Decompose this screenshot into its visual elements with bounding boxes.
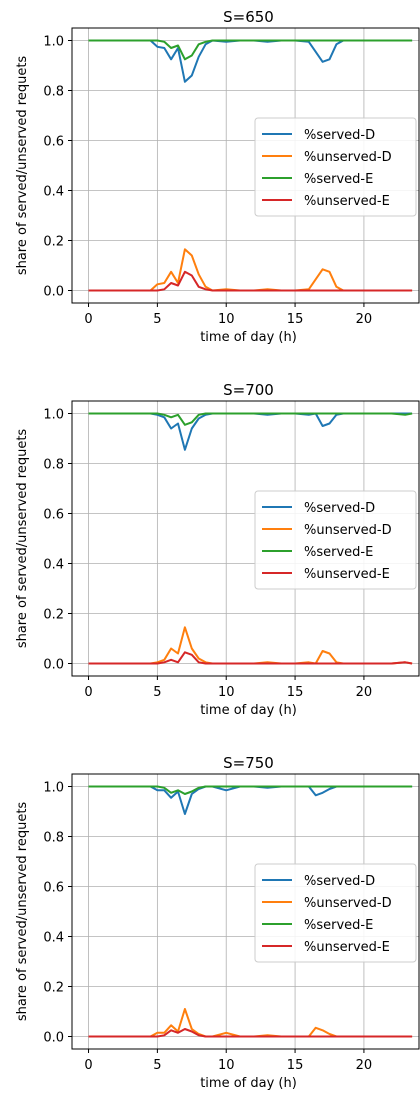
y-tick-label: 0.8 [43, 458, 64, 473]
y-tick-label: 0.2 [43, 608, 64, 623]
chart-title: S=700 [223, 381, 274, 399]
legend-label: %served-D [304, 874, 375, 889]
series-line-4 [88, 270, 413, 292]
y-tick-label: 0.0 [43, 1031, 64, 1046]
x-tick-label: 10 [218, 1058, 235, 1073]
y-tick-label: 0.8 [43, 85, 64, 100]
legend: %served-D %unserved-D %served-E %unserved-E [254, 863, 417, 963]
x-tick-label: 15 [287, 312, 304, 327]
chart-title: S=750 [223, 754, 274, 772]
x-tick-label: 5 [153, 312, 161, 327]
chart-title: S=650 [223, 8, 274, 26]
legend-label: %unserved-E [304, 567, 390, 582]
x-tick-label: 0 [84, 312, 92, 327]
series-line-3 [88, 412, 413, 426]
chart-panel-1: 0 5 10 15 20 0.0 0.2 0.4 0.6 0.8 1.0 S=650 time of d… [15, 8, 420, 345]
legend-box [254, 117, 417, 217]
legend-label: %served-E [304, 172, 373, 187]
plot-frame [71, 400, 420, 677]
x-tick-label: 10 [218, 685, 235, 700]
y-tick-label: 1.0 [43, 408, 64, 423]
x-tick-label: 20 [356, 685, 373, 700]
x-tick-label: 5 [153, 685, 161, 700]
legend-box [254, 863, 417, 963]
legend-label: %unserved-E [304, 194, 390, 209]
y-tick-label: 0.6 [43, 881, 64, 896]
legend-label: %unserved-D [304, 896, 392, 911]
x-tick-label: 15 [287, 1058, 304, 1073]
legend-label: %unserved-E [304, 940, 390, 955]
y-tick-label: 0.8 [43, 831, 64, 846]
legend-box [254, 490, 417, 590]
y-tick-label: 0.4 [43, 558, 64, 573]
legend-label: %served-E [304, 545, 373, 560]
x-tick-label: 20 [356, 1058, 373, 1073]
x-axis-label: time of day (h) [200, 330, 297, 345]
series-line-3 [88, 785, 413, 795]
x-tick-label: 0 [84, 685, 92, 700]
y-tick-label: 1.0 [43, 781, 64, 796]
x-axis-label: time of day (h) [200, 1076, 297, 1091]
legend-label: %unserved-D [304, 523, 392, 538]
series-line-3 [88, 39, 413, 61]
plot-frame [71, 27, 420, 304]
series-line-4 [88, 1028, 413, 1038]
legend-label: %served-D [304, 128, 375, 143]
y-tick-label: 0.2 [43, 981, 64, 996]
chart-panel-2: 0 5 10 15 20 0.0 0.2 0.4 0.6 0.8 1.0 S=700 time of d… [15, 381, 420, 718]
x-axis-label: time of day (h) [200, 703, 297, 718]
x-tick-label: 5 [153, 1058, 161, 1073]
y-tick-label: 0.0 [43, 658, 64, 673]
y-axis-label: share of served/unserved requets [15, 56, 30, 276]
series-line-4 [88, 651, 413, 665]
y-axis-label: share of served/unserved requets [15, 429, 30, 649]
legend-label: %served-D [304, 501, 375, 516]
y-tick-label: 0.4 [43, 185, 64, 200]
legend: %served-D %unserved-D %served-E %unserved-E [254, 490, 417, 590]
chart-panel-3: 0 5 10 15 20 0.0 0.2 0.4 0.6 0.8 1.0 S=750 time of d… [15, 754, 420, 1091]
y-axis-label: share of served/unserved requets [15, 802, 30, 1022]
y-tick-label: 0.2 [43, 235, 64, 250]
y-tick-label: 0.0 [43, 285, 64, 300]
x-tick-label: 10 [218, 312, 235, 327]
plot-frame [71, 773, 420, 1050]
y-tick-label: 1.0 [43, 35, 64, 50]
legend-label: %served-E [304, 918, 373, 933]
y-tick-label: 0.6 [43, 508, 64, 523]
x-tick-label: 20 [356, 312, 373, 327]
x-tick-label: 15 [287, 685, 304, 700]
x-tick-label: 0 [84, 1058, 92, 1073]
y-tick-label: 0.4 [43, 931, 64, 946]
y-tick-label: 0.6 [43, 135, 64, 150]
legend-label: %unserved-D [304, 150, 392, 165]
legend: %served-D %unserved-D %served-E %unserved-E [254, 117, 417, 217]
